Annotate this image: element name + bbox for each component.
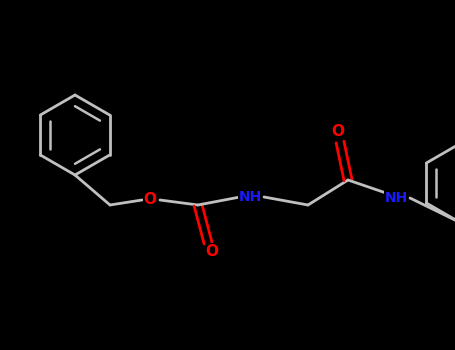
Text: NH: NH [384, 191, 408, 205]
Text: O: O [206, 244, 218, 259]
Text: O: O [143, 193, 157, 208]
Text: O: O [332, 125, 344, 140]
Text: NH: NH [238, 190, 262, 204]
